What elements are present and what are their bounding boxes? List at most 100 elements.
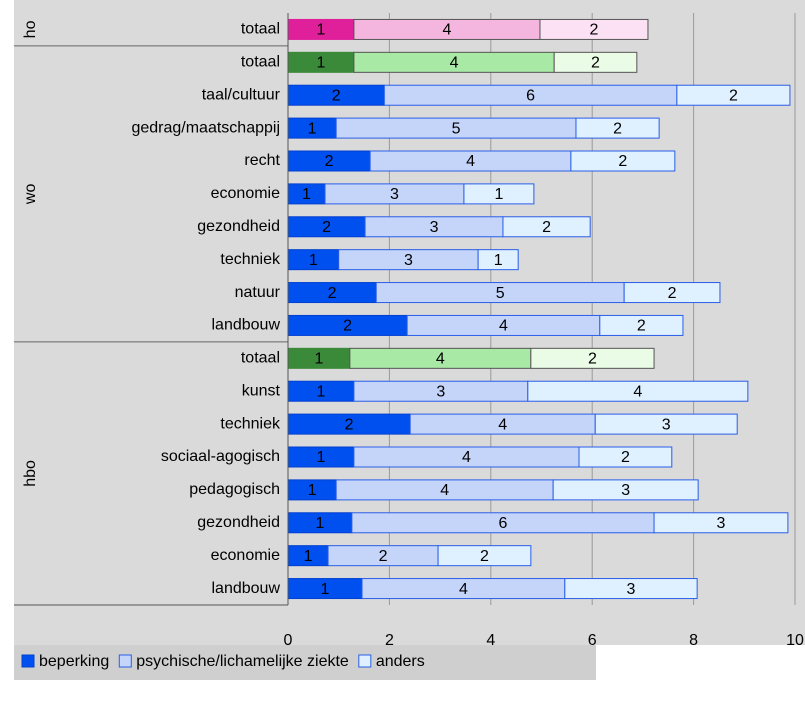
group-label: hbo xyxy=(22,460,39,487)
x-tick-label: 2 xyxy=(385,632,394,649)
category-label: gedrag/maatschappij xyxy=(131,119,280,136)
legend-swatch xyxy=(21,654,35,668)
value-label: 5 xyxy=(452,120,461,137)
x-tick-label: 4 xyxy=(486,632,495,649)
bar-segment xyxy=(530,347,655,369)
value-label: 2 xyxy=(379,548,388,565)
value-label: 5 xyxy=(496,285,505,302)
category-label: pedagogisch xyxy=(189,481,280,498)
value-label: 3 xyxy=(404,252,413,269)
value-label: 3 xyxy=(717,515,726,532)
value-label: 1 xyxy=(315,515,324,532)
legend-label: beperking xyxy=(39,653,109,670)
bar-segment xyxy=(570,150,676,172)
value-label: 1 xyxy=(494,186,503,203)
category-label: kunst xyxy=(242,382,281,399)
value-label: 4 xyxy=(466,153,475,170)
group-label: wo xyxy=(22,184,39,206)
legend-swatch xyxy=(118,654,132,668)
legend-swatch xyxy=(358,654,372,668)
category-label: economie xyxy=(211,185,280,202)
bar-segment xyxy=(578,446,673,468)
value-label: 2 xyxy=(588,351,597,368)
category-label: natuur xyxy=(235,284,281,301)
category-label: techniek xyxy=(220,415,281,432)
bar-segment xyxy=(527,380,749,402)
value-label: 4 xyxy=(440,482,449,499)
category-label: totaal xyxy=(241,21,280,38)
value-label: 1 xyxy=(308,482,317,499)
value-label: 1 xyxy=(494,252,503,269)
category-label: landbouw xyxy=(212,317,281,334)
category-label: techniek xyxy=(220,251,281,268)
value-label: 4 xyxy=(498,416,507,433)
legend-background xyxy=(14,645,596,680)
category-label: totaal xyxy=(241,350,280,367)
value-label: 4 xyxy=(459,581,468,598)
legend-label: anders xyxy=(376,653,425,670)
value-label: 4 xyxy=(436,351,445,368)
value-label: 2 xyxy=(332,87,341,104)
bar-segment xyxy=(564,578,698,600)
value-label: 6 xyxy=(499,515,508,532)
category-label: recht xyxy=(244,152,280,169)
bar-segment xyxy=(552,479,699,501)
value-label: 4 xyxy=(450,55,459,72)
value-label: 2 xyxy=(637,318,646,335)
value-label: 2 xyxy=(618,153,627,170)
value-label: 1 xyxy=(302,186,311,203)
value-label: 2 xyxy=(480,548,489,565)
bar-segment xyxy=(676,84,791,106)
value-label: 2 xyxy=(591,55,600,72)
value-label: 6 xyxy=(526,87,535,104)
x-tick-label: 6 xyxy=(588,632,597,649)
category-label: sociaal-agogisch xyxy=(161,448,280,465)
value-label: 2 xyxy=(613,120,622,137)
bar-segment xyxy=(553,51,638,73)
value-label: 1 xyxy=(317,383,326,400)
value-label: 1 xyxy=(304,548,313,565)
x-tick-label: 10 xyxy=(786,632,804,649)
value-label: 3 xyxy=(627,581,636,598)
category-label: taal/cultuur xyxy=(202,86,281,103)
bar-segment xyxy=(594,413,738,435)
value-label: 3 xyxy=(436,383,445,400)
value-label: 2 xyxy=(343,318,352,335)
value-label: 2 xyxy=(668,285,677,302)
bar-segment xyxy=(463,183,535,205)
bar-segment xyxy=(653,512,789,534)
value-label: 1 xyxy=(317,22,326,39)
value-label: 2 xyxy=(590,22,599,39)
bar-segment xyxy=(437,545,532,567)
group-label: ho xyxy=(22,20,39,38)
value-label: 2 xyxy=(542,219,551,236)
value-label: 2 xyxy=(621,449,630,466)
value-label: 1 xyxy=(309,252,318,269)
legend-label: psychische/lichamelijke ziekte xyxy=(136,653,349,670)
value-label: 1 xyxy=(317,55,326,72)
bar-segment xyxy=(599,314,684,336)
bar-segment xyxy=(623,282,721,304)
value-label: 1 xyxy=(321,581,330,598)
category-label: landbouw xyxy=(212,580,281,597)
category-label: totaal xyxy=(241,54,280,71)
bar-segment xyxy=(575,117,660,139)
value-label: 3 xyxy=(430,219,439,236)
value-label: 2 xyxy=(325,153,334,170)
value-label: 4 xyxy=(499,318,508,335)
value-label: 4 xyxy=(442,22,451,39)
bar-segment xyxy=(539,18,649,40)
category-label: gezondheid xyxy=(197,218,280,235)
value-label: 1 xyxy=(314,351,323,368)
value-label: 3 xyxy=(390,186,399,203)
value-label: 4 xyxy=(633,383,642,400)
value-label: 2 xyxy=(729,87,738,104)
bar-segment xyxy=(502,216,591,238)
value-label: 4 xyxy=(462,449,471,466)
x-tick-label: 0 xyxy=(284,632,293,649)
bar-segment xyxy=(477,249,519,271)
value-label: 3 xyxy=(662,416,671,433)
value-label: 1 xyxy=(308,120,317,137)
category-label: economie xyxy=(211,547,280,564)
value-label: 3 xyxy=(621,482,630,499)
